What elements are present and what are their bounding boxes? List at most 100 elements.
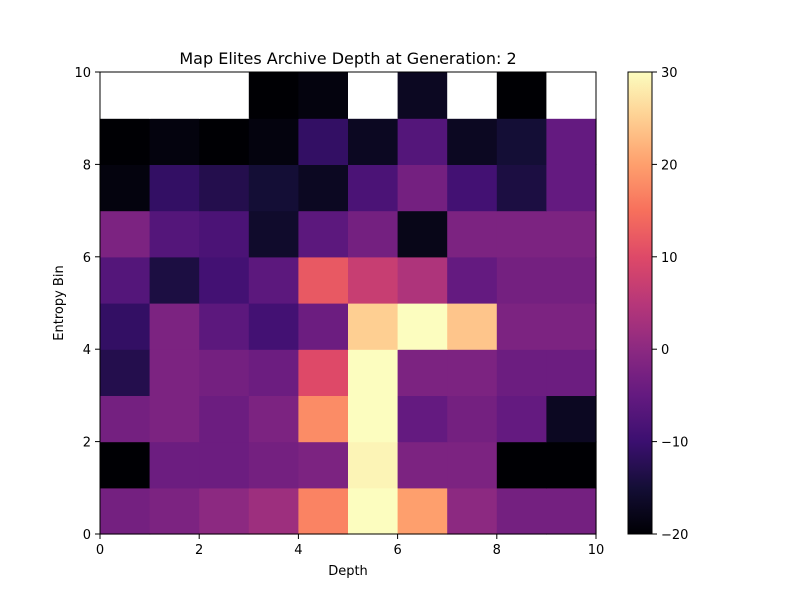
y-tick-label: 8 bbox=[83, 158, 91, 173]
heatmap-cell bbox=[100, 256, 151, 304]
heatmap-cell bbox=[546, 487, 597, 535]
heatmap-cell bbox=[248, 303, 299, 350]
heatmap-cell bbox=[298, 210, 349, 258]
y-tick-label: 4 bbox=[83, 343, 91, 358]
heatmap-cell bbox=[496, 210, 547, 258]
heatmap-cell bbox=[100, 303, 151, 350]
heatmap-cell bbox=[100, 164, 151, 212]
heatmap-cell bbox=[248, 118, 299, 165]
heatmap-cell bbox=[397, 210, 448, 258]
heatmap-cell bbox=[149, 118, 200, 165]
heatmap-cell bbox=[397, 256, 448, 304]
heatmap-cell bbox=[248, 487, 299, 535]
heatmap-cell bbox=[397, 72, 448, 119]
heatmap-cell bbox=[199, 118, 250, 165]
heatmap-cell bbox=[546, 349, 597, 396]
heatmap-cell bbox=[298, 441, 349, 489]
heatmap-cell bbox=[546, 256, 597, 304]
heatmap-cell bbox=[447, 303, 498, 350]
x-axis-label: Depth bbox=[328, 564, 368, 579]
heatmap-cell bbox=[199, 210, 250, 258]
heatmap-cell bbox=[546, 164, 597, 212]
x-tick-label: 6 bbox=[393, 543, 401, 558]
heatmap-cell bbox=[298, 303, 349, 350]
heatmap-cell bbox=[496, 256, 547, 304]
heatmap-cell bbox=[298, 487, 349, 535]
heatmap-cell bbox=[447, 164, 498, 212]
heatmap-cell bbox=[397, 395, 448, 443]
heatmap-cells bbox=[100, 72, 597, 535]
colorbar-tick-label: −20 bbox=[661, 528, 688, 543]
heatmap-cell bbox=[496, 487, 547, 535]
colorbar bbox=[627, 71, 653, 535]
heatmap-cell bbox=[447, 210, 498, 258]
heatmap-cell bbox=[248, 256, 299, 304]
heatmap-cell bbox=[348, 164, 399, 212]
heatmap-cell bbox=[298, 256, 349, 304]
colorbar-tick-label: 30 bbox=[661, 66, 678, 81]
heatmap-cell bbox=[397, 487, 448, 535]
heatmap-cell bbox=[447, 441, 498, 489]
heatmap-cell bbox=[149, 256, 200, 304]
heatmap-cell bbox=[546, 395, 597, 443]
x-tick-label: 8 bbox=[493, 543, 501, 558]
heatmap-cell bbox=[348, 349, 399, 396]
heatmap-cell bbox=[199, 164, 250, 212]
heatmap-cell bbox=[248, 349, 299, 396]
heatmap-cell bbox=[546, 441, 597, 489]
heatmap-cell bbox=[496, 118, 547, 165]
heatmap-cell bbox=[199, 487, 250, 535]
heatmap-cell bbox=[496, 164, 547, 212]
heatmap-cell bbox=[248, 164, 299, 212]
heatmap-cell bbox=[546, 72, 597, 119]
heatmap-cell bbox=[348, 441, 399, 489]
heatmap-cell bbox=[149, 487, 200, 535]
heatmap-cell bbox=[100, 395, 151, 443]
heatmap-cell bbox=[447, 349, 498, 396]
heatmap-cell bbox=[496, 441, 547, 489]
heatmap-cell bbox=[546, 210, 597, 258]
heatmap-cell bbox=[199, 72, 250, 119]
colorbar-tick-label: 0 bbox=[661, 343, 669, 358]
heatmap-cell bbox=[348, 210, 399, 258]
heatmap-cell bbox=[100, 487, 151, 535]
y-tick-label: 10 bbox=[74, 66, 91, 81]
heatmap-cell bbox=[496, 303, 547, 350]
heatmap-cell bbox=[248, 441, 299, 489]
heatmap-cell bbox=[447, 395, 498, 443]
heatmap-cell bbox=[496, 349, 547, 396]
heatmap-cell bbox=[447, 118, 498, 165]
heatmap-cell bbox=[447, 256, 498, 304]
heatmap-cell bbox=[348, 303, 399, 350]
y-tick-label: 6 bbox=[83, 251, 91, 266]
colorbar-ticks: 30 20 10 0 −10 −20 bbox=[652, 66, 688, 543]
x-axis-ticks: 0 2 4 6 8 10 bbox=[96, 534, 604, 558]
heatmap-cell bbox=[298, 118, 349, 165]
heatmap-cell bbox=[199, 395, 250, 443]
heatmap-cell bbox=[348, 256, 399, 304]
heatmap-cell bbox=[546, 303, 597, 350]
y-axis-ticks: 0 2 4 6 8 10 bbox=[74, 66, 100, 543]
heatmap-cell bbox=[348, 118, 399, 165]
heatmap-cell bbox=[100, 441, 151, 489]
colorbar-tick-label: −10 bbox=[661, 436, 688, 451]
heatmap-cell bbox=[149, 164, 200, 212]
heatmap-cell bbox=[149, 210, 200, 258]
heatmap-cell bbox=[447, 487, 498, 535]
colorbar-tick-label: 20 bbox=[661, 158, 678, 173]
heatmap-cell bbox=[496, 72, 547, 119]
heatmap-cell bbox=[298, 395, 349, 443]
y-tick-label: 2 bbox=[83, 436, 91, 451]
heatmap-cell bbox=[348, 395, 399, 443]
heatmap-cell bbox=[100, 72, 151, 119]
heatmap-cell bbox=[199, 441, 250, 489]
heatmap-cell bbox=[149, 441, 200, 489]
heatmap-cell bbox=[298, 72, 349, 119]
chart-title: Map Elites Archive Depth at Generation: … bbox=[179, 49, 516, 68]
heatmap-cell bbox=[248, 72, 299, 119]
heatmap-cell bbox=[397, 303, 448, 350]
x-tick-label: 2 bbox=[195, 543, 203, 558]
colorbar-tick-label: 10 bbox=[661, 251, 678, 266]
heatmap-cell bbox=[348, 487, 399, 535]
heatmap-cell bbox=[397, 118, 448, 165]
